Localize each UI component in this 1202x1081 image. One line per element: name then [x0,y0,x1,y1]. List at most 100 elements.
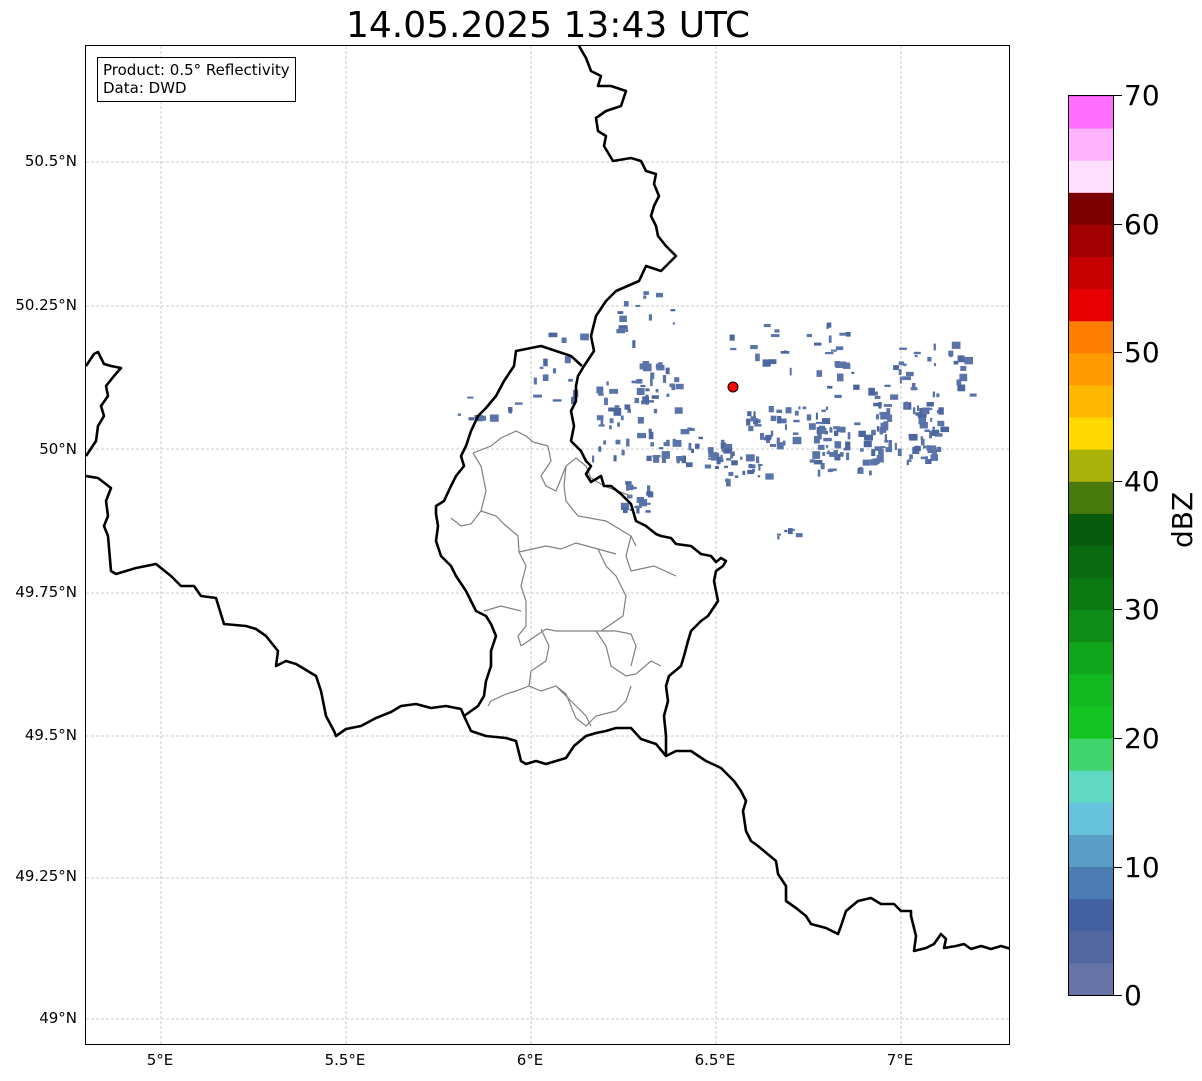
radar-echo-cell [695,443,700,449]
radar-echo-cell [688,442,692,451]
radar-echo-cell [467,396,474,399]
radar-echo-cell [539,366,544,369]
radar-echo-cell [756,456,760,464]
radar-echo-cell [672,439,682,447]
radar-echo-cell [880,411,888,420]
radar-echo-cell [631,380,639,384]
radar-echo-cell [884,439,889,443]
radar-echo-cell [909,434,918,441]
radar-echo-cell [746,418,751,426]
radar-echo-cell [648,314,652,321]
radar-echo-cell [608,407,615,412]
radar-echo-cell [726,458,731,461]
radar-echo-cell [782,440,786,446]
radar-echo-cell [898,361,905,366]
radar-echo-cell [817,432,822,440]
radar-echo-cell [543,358,548,367]
radar-echo-cell [884,434,888,441]
radar-echo-cell [836,428,841,432]
radar-echo-cell [893,365,899,371]
radar-echo-cell [707,447,714,453]
radar-echo-cell [785,424,787,430]
radar-echo-cell [825,352,834,355]
district-borders [450,430,677,727]
radar-echo-cell [913,351,921,355]
borders [86,46,1009,953]
radar-echo-cell [653,455,660,463]
radar-echo-cell [552,368,557,374]
lat-label: 50°N [39,440,77,458]
radar-echo-cell [885,447,892,453]
colorbar-swatch [1069,930,1113,964]
radar-echo-cell [723,447,733,454]
radar-echo-cell [874,395,881,399]
radar-map[interactable] [85,45,1010,1045]
radar-echo-cell [468,417,475,421]
lon-label: 5.5°E [324,1051,366,1069]
colorbar-swatch [1069,224,1113,258]
radar-echo-cell [876,414,880,420]
radar-echo-cell [625,328,629,332]
radar-echo-cell [666,393,670,397]
colorbar-swatch [1069,609,1113,643]
radar-echo-cell [899,347,907,350]
radar-echo-cell [868,387,875,396]
radar-echo-cell [637,417,644,424]
radar-echo-cell [884,384,891,387]
radar-echo-cell [873,402,882,407]
radar-echo-cell [720,442,727,449]
map-title: 14.05.2025 13:43 UTC [345,5,751,46]
radar-echo-cell [609,425,612,430]
radar-echo-cell [883,421,889,427]
radar-echo-cell [609,388,619,394]
radar-echo-cell [656,292,663,298]
colorbar-label: 40 [1124,465,1160,498]
radar-echo-cell [839,426,846,433]
radar-echo-cell [632,340,636,348]
colorbar-swatch [1069,96,1113,129]
radar-echo-cell [671,384,676,391]
radar-echo-cell [839,452,844,457]
radar-echo-cell [776,409,782,413]
radar-echo-cell [598,446,602,452]
radar-echo-cell [806,333,812,338]
colorbar-tick [1114,867,1122,868]
radar-echo-cell [646,502,651,505]
colorbar-tick [1114,995,1122,996]
radar-echo-cell [716,456,721,465]
radar-echo-cell [914,445,921,452]
radar-echo-cell [724,465,729,469]
colorbar-swatch [1069,706,1113,739]
radar-echo-cell [925,456,928,463]
radar-echo-cell [672,322,676,325]
radar-echo-cell [951,341,961,349]
colorbar-swatch [1069,288,1113,322]
radar-echo-cell [740,456,743,460]
radar-echo-cell [928,407,933,411]
radar-echo-cell [626,438,630,447]
colorbar-swatch [1069,834,1113,868]
radar-echo-cell [561,337,567,343]
colorbar-swatch [1069,128,1113,161]
radar-echo-cell [959,373,968,382]
radar-echo-cell [920,436,924,440]
radar-echo-cell [765,434,772,440]
radar-echo-cell [662,375,667,383]
radar-echo-cell [659,447,664,450]
radar-echo-cell [674,377,680,383]
radar-echo-cell [858,430,866,437]
radar-echo-cell [795,533,803,538]
radar-echo-cell [596,415,604,421]
lon-label: 6°E [516,1051,544,1069]
radar-echo-cell [665,367,670,375]
radar-echo-cell [754,424,762,427]
radar-echo-cell [822,452,826,456]
radar-echo-cell [776,533,781,536]
colorbar-swatch [1069,417,1113,450]
radar-echo-cell [779,418,787,424]
radar-echo-cell [920,438,925,446]
radar-echo-cell [957,355,965,363]
radar-echo-cell [625,481,632,485]
radar-echo-cell [817,444,825,450]
radar-echo-cell [926,402,934,407]
